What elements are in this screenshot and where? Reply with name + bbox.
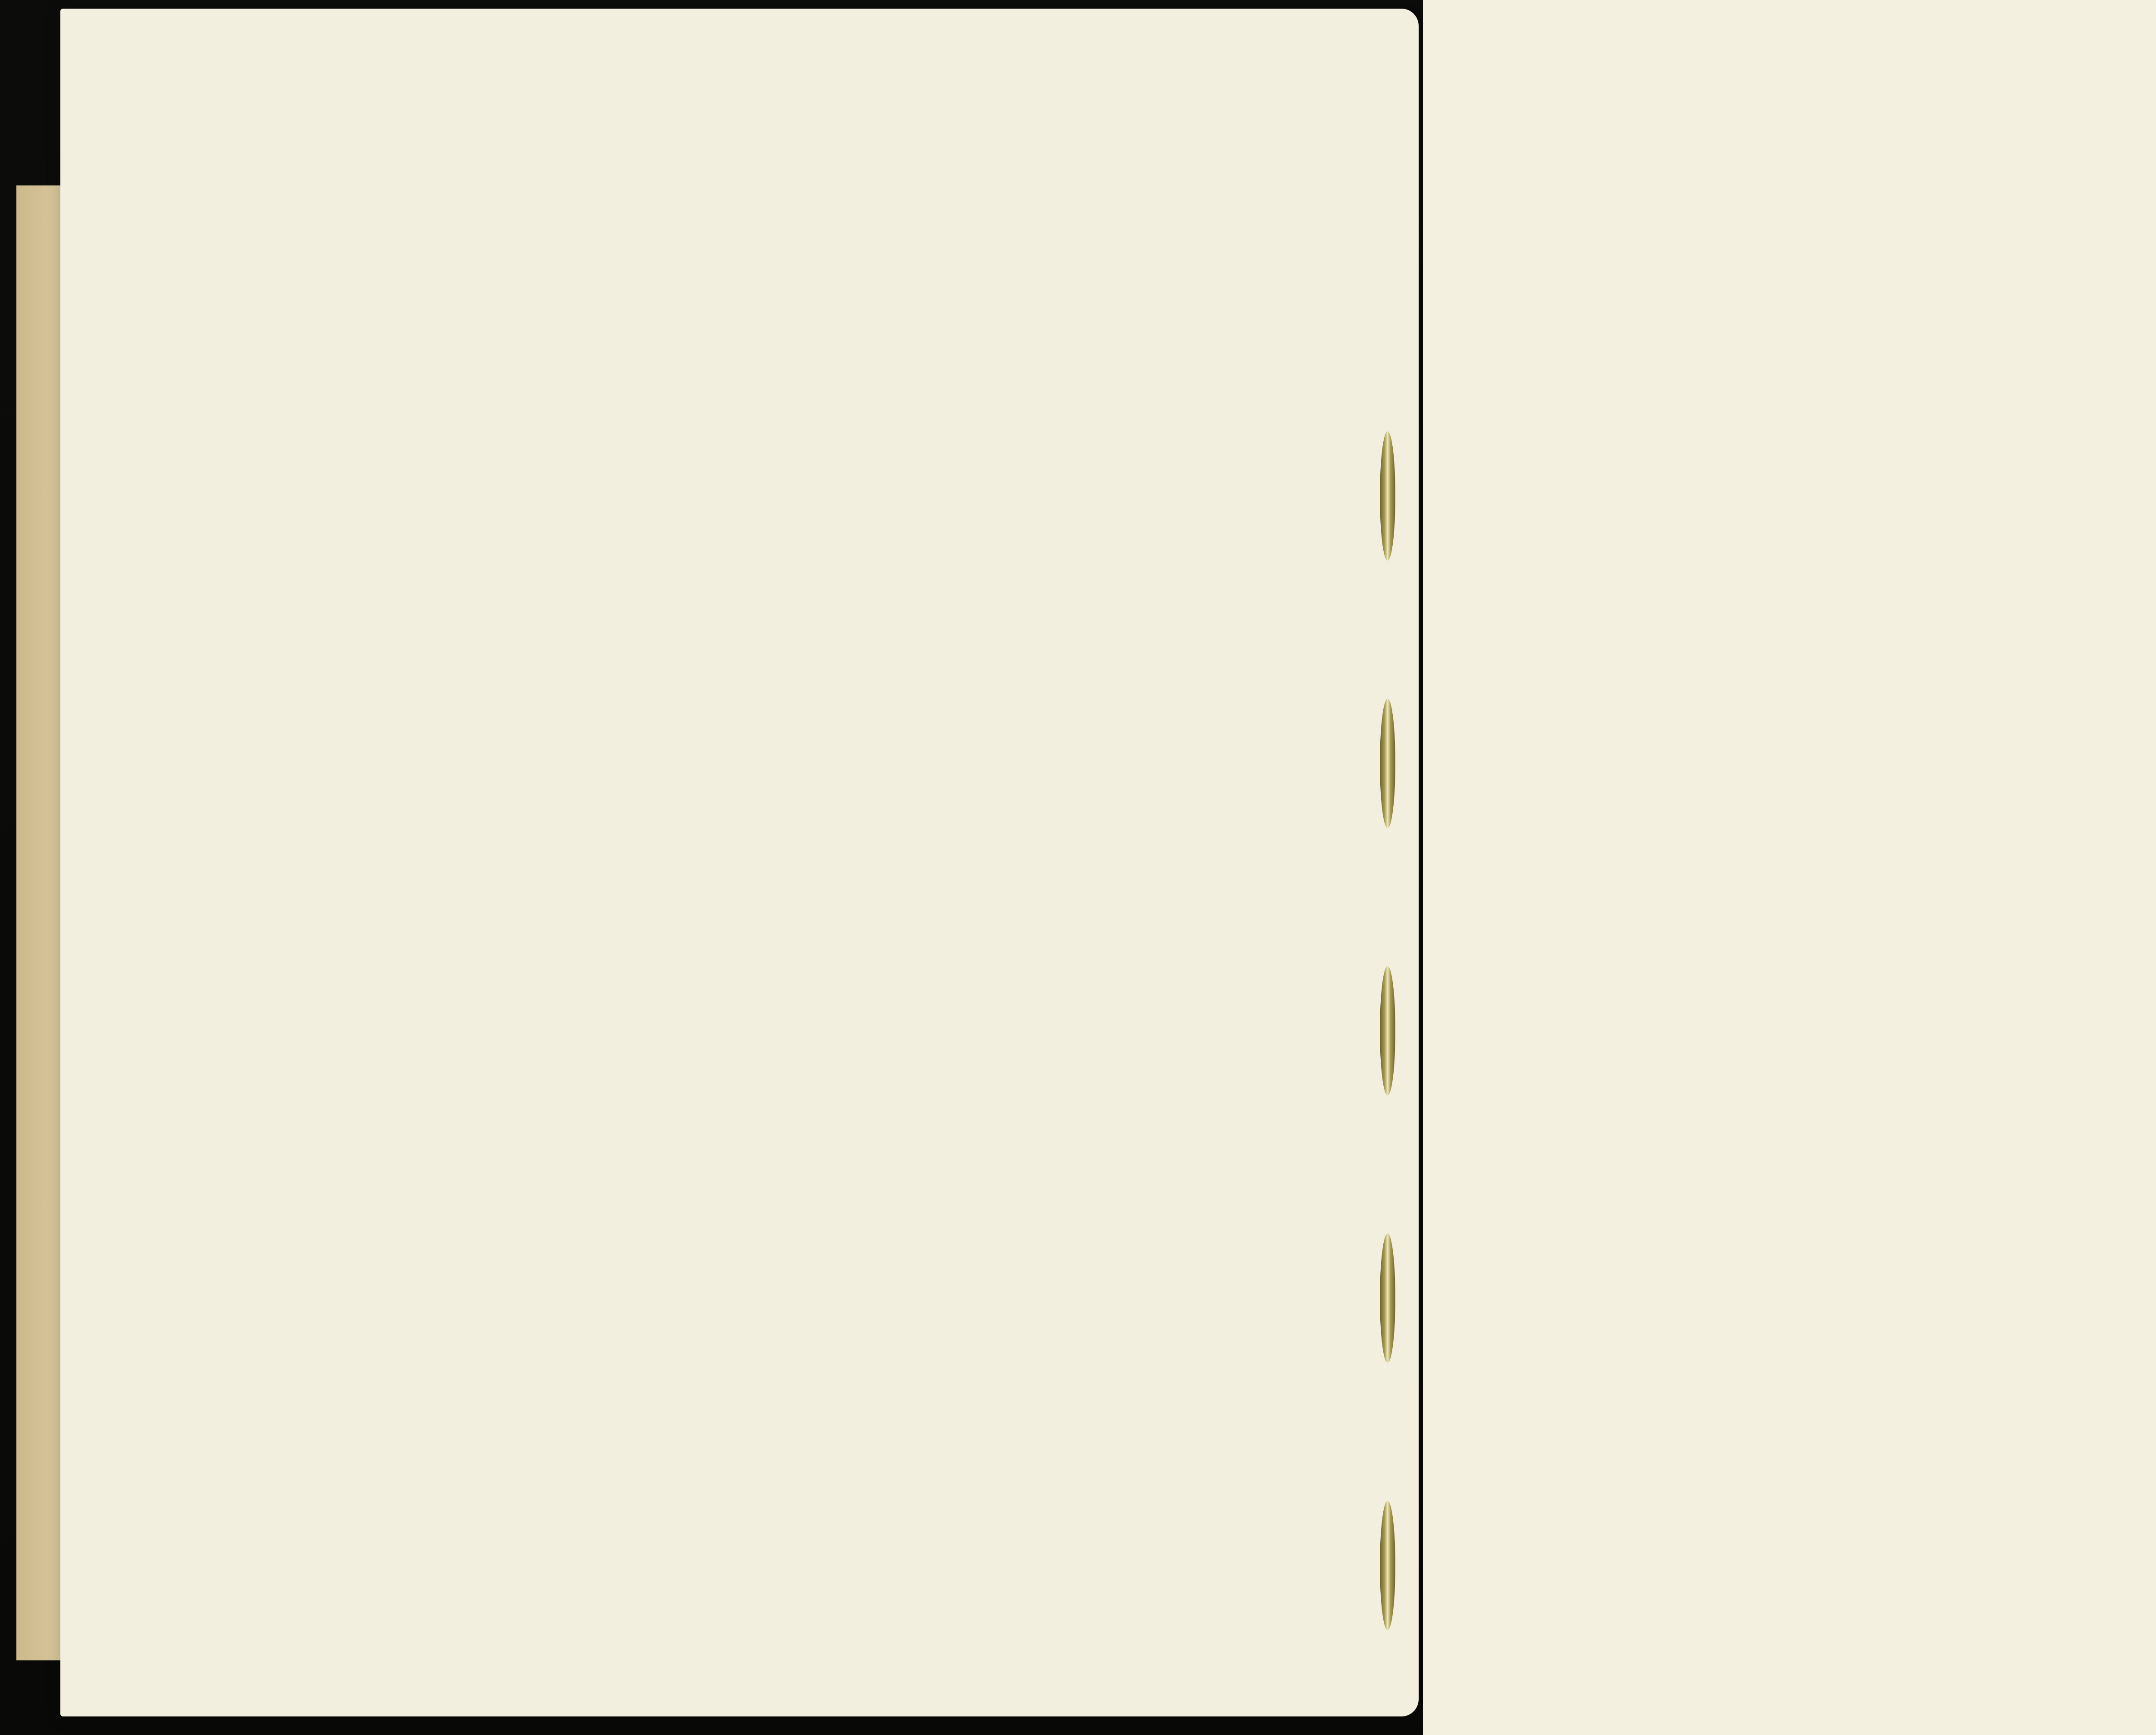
left-page-blank-area: [190, 138, 1311, 1604]
binder-post-3: [1380, 966, 1395, 1095]
binder-posts: [1376, 431, 1401, 1639]
binder-post-4: [1380, 1233, 1395, 1363]
left-blank-page: [60, 9, 1419, 1716]
right-content-page: Channel Islands - Kanalinseln Jersey Pos…: [1423, 0, 2156, 1735]
binder-post-1: [1380, 431, 1395, 561]
album-scene: Channel Islands - Kanalinseln Jersey Pos…: [0, 0, 2156, 1735]
binder-post-5: [1380, 1501, 1395, 1630]
binder-post-2: [1380, 699, 1395, 828]
